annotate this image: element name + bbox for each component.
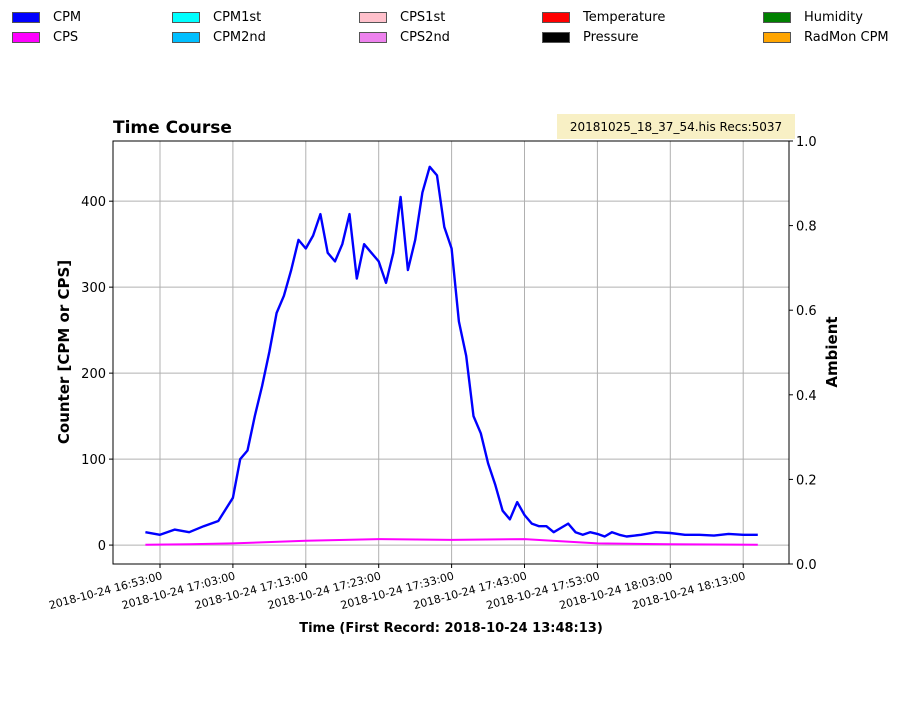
legend-item: CPM (12, 10, 81, 25)
legend-item: CPS (12, 30, 78, 45)
legend-label: CPM1st (213, 10, 262, 25)
legend-swatch (12, 32, 40, 43)
legend-item: Temperature (542, 10, 665, 25)
y-tick-label: 0 (98, 539, 106, 554)
legend-swatch (763, 32, 791, 43)
y-ticks: 0 100 200 300 400 (81, 195, 113, 554)
legend-label: CPS1st (400, 10, 446, 25)
legend-label: CPM2nd (213, 30, 266, 45)
chart-title: Time Course (113, 118, 232, 138)
legend-swatch (359, 32, 387, 43)
legend-label: CPS2nd (400, 30, 450, 45)
legend-label: RadMon CPM (804, 30, 889, 45)
legend-swatch (542, 32, 570, 43)
x-axis-label: Time (First Record: 2018-10-24 13:48:13) (299, 621, 603, 636)
chart-legend: CPM CPS CPM1st CPM2nd CPS1st CPS2nd Temperatur… (0, 0, 907, 52)
legend-item: CPS1st (359, 10, 445, 25)
y2-tick-label: 0.8 (796, 220, 817, 235)
legend-swatch (172, 32, 200, 43)
y2-tick-label: 0.0 (796, 558, 817, 573)
legend-item: CPS2nd (359, 30, 450, 45)
y2-tick-label: 0.6 (796, 304, 817, 319)
y-tick-label: 100 (81, 453, 106, 468)
legend-item: Pressure (542, 30, 639, 45)
y2-tick-label: 0.2 (796, 473, 817, 488)
legend-item: RadMon CPM (763, 30, 889, 45)
plot-frame (112, 140, 790, 565)
legend-label: Humidity (804, 10, 863, 25)
legend-item: CPM1st (172, 10, 261, 25)
legend-swatch (763, 12, 791, 23)
y-tick-label: 200 (81, 367, 106, 382)
series-layer (145, 165, 758, 546)
y2-axis-label: Ambient (823, 316, 841, 387)
legend-item: CPM2nd (172, 30, 266, 45)
y2-tick-label: 0.4 (796, 389, 817, 404)
legend-swatch (359, 12, 387, 23)
grid-layer (113, 141, 789, 564)
y2-tick-label: 1.0 (796, 135, 817, 150)
legend-item: Humidity (763, 10, 863, 25)
y-axis-label: Counter [CPM or CPS] (55, 260, 73, 444)
file-info-box: 20181025_18_37_54.his Recs:5037 (557, 114, 795, 139)
y-tick-label: 300 (81, 281, 106, 296)
series-line-cpm (145, 165, 758, 538)
y-tick-label: 400 (81, 195, 106, 210)
legend-swatch (542, 12, 570, 23)
legend-label: CPM (53, 10, 82, 25)
legend-swatch (12, 12, 40, 23)
legend-label: CPS (53, 30, 79, 45)
legend-label: Temperature (583, 10, 666, 25)
legend-swatch (172, 12, 200, 23)
legend-label: Pressure (583, 30, 639, 45)
series-line-cps (145, 538, 758, 546)
y2-ticks: 0.0 0.2 0.4 0.6 0.8 1.0 (789, 135, 817, 573)
